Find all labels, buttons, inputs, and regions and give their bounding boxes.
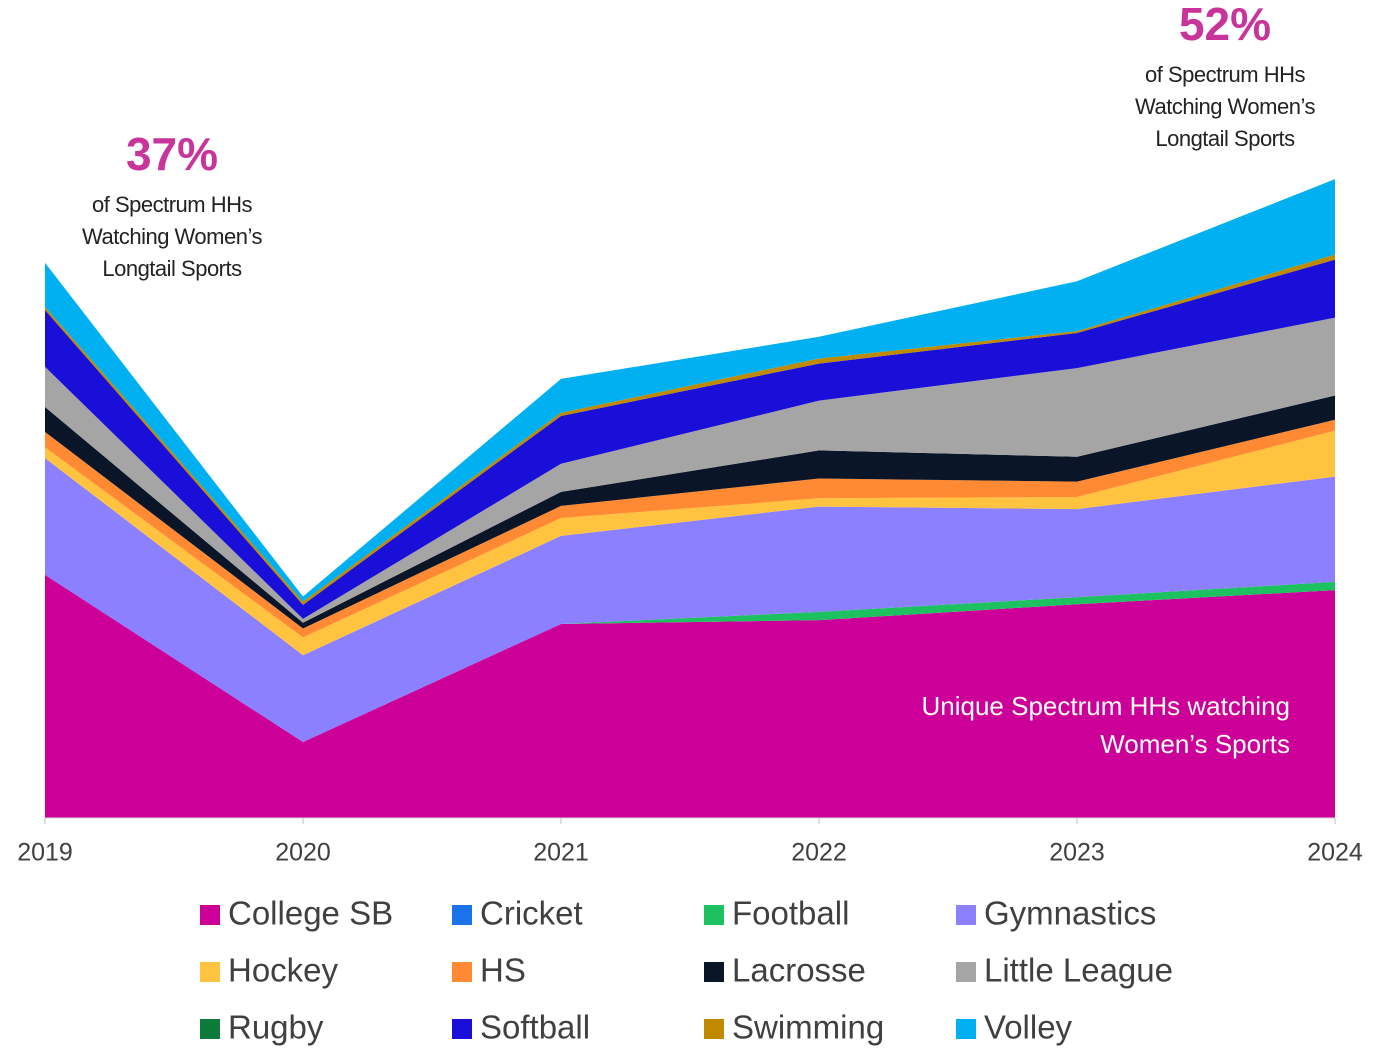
legend-swatch (956, 905, 976, 925)
legend-label: Rugby (228, 1009, 324, 1046)
x-tick-label: 2020 (275, 839, 331, 867)
legend-label: Little League (984, 952, 1173, 989)
legend-swatch (452, 962, 472, 982)
x-tick-label: 2023 (1049, 839, 1105, 867)
annotation-text: Watching Women’s (1135, 94, 1315, 119)
annotation-text: Longtail Sports (1155, 126, 1295, 151)
x-tick-label: 2024 (1307, 839, 1363, 867)
x-tick-label: 2019 (17, 839, 73, 867)
legend-label: Hockey (228, 952, 339, 989)
x-tick-label: 2021 (533, 839, 589, 867)
annotation-text: Watching Women’s (82, 224, 262, 249)
area (45, 574, 1335, 818)
annotation-text: Longtail Sports (102, 256, 242, 281)
annotation-text: of Spectrum HHs (92, 192, 252, 217)
legend-swatch (452, 905, 472, 925)
legend-label: Softball (480, 1009, 590, 1046)
area (45, 317, 1335, 623)
legend-swatch (200, 905, 220, 925)
legend-label: Cricket (480, 895, 583, 932)
legend-swatch (956, 1019, 976, 1039)
legend-swatch (200, 962, 220, 982)
legend-label: Volley (984, 1009, 1073, 1046)
annotation-value: 37% (126, 128, 218, 180)
legend-label: Lacrosse (732, 952, 866, 989)
annotation-value: 52% (1179, 0, 1271, 50)
legend-swatch (704, 962, 724, 982)
area (45, 574, 1335, 743)
legend-label: HS (480, 952, 526, 989)
legend-swatch (452, 1019, 472, 1039)
area-label: Unique Spectrum HHs watching (922, 691, 1291, 721)
legend-label: College SB (228, 895, 393, 932)
legend-swatch (956, 962, 976, 982)
legend-swatch (704, 905, 724, 925)
legend-swatch (704, 1019, 724, 1039)
area (45, 259, 1335, 619)
x-tick-label: 2022 (791, 839, 847, 867)
legend-label: Football (732, 895, 849, 932)
annotation-text: of Spectrum HHs (1145, 62, 1305, 87)
legend-label: Gymnastics (984, 895, 1156, 932)
area (45, 458, 1335, 743)
legend-label: Swimming (732, 1009, 884, 1046)
area-label: Women’s Sports (1100, 729, 1290, 759)
legend-swatch (200, 1019, 220, 1039)
